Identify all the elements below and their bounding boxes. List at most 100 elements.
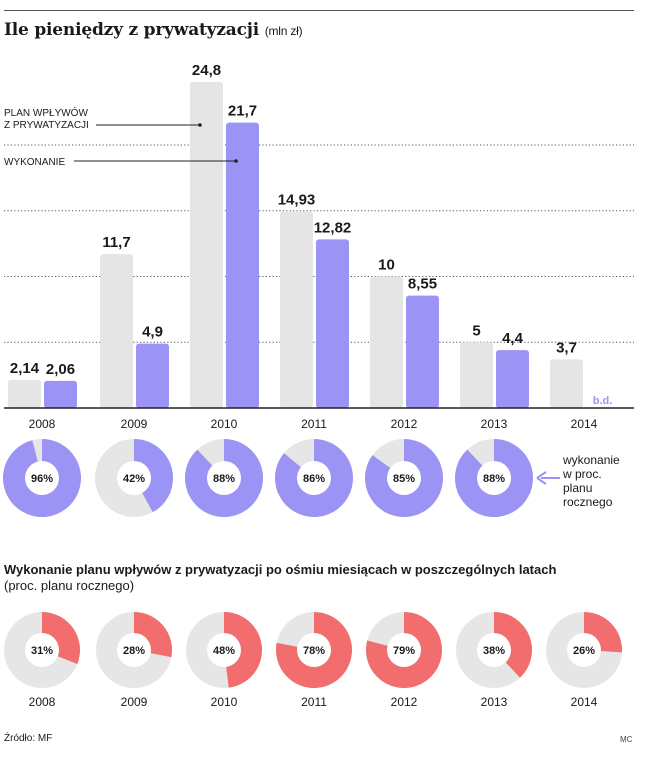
bar-execution-2008: [44, 380, 77, 408]
eight-month-donut-2011-label: 78%: [303, 645, 325, 657]
top-rule: [4, 10, 634, 11]
eight-month-year-label-2009: 2009: [121, 695, 148, 709]
execution-donut-2009-hole: [117, 461, 151, 495]
execution-donut-2013-hole: [477, 461, 511, 495]
main-title-text: Ile pieniędzy z prywatyzacji: [4, 20, 259, 40]
execution-donut-2008-label: 96%: [31, 473, 53, 485]
legend-execution-dot: [234, 159, 238, 163]
eight-month-donut-2014-label: 26%: [573, 645, 595, 657]
bar-plan-2013: [460, 342, 493, 408]
bar-execution-2013: [496, 350, 529, 408]
execution-donut-2011-hole: [297, 461, 331, 495]
bar-plan-2010: [190, 81, 223, 408]
execution-donut-2008: 96%: [2, 439, 82, 517]
eight-month-donut-2010-segment: [224, 612, 262, 688]
execution-donut-2010-hole: [207, 461, 241, 495]
bar-execution-label-2010: 21,7: [228, 103, 257, 120]
x-tick-label-2014: 2014: [571, 417, 598, 430]
execution-donut-2009-segment: [134, 439, 174, 513]
execution-donut-2013: 88%: [455, 439, 533, 517]
legend-plan-line-1: PLAN WPŁYWÓW: [4, 106, 88, 119]
bar-plan-2008: [8, 379, 41, 408]
main-title: Ile pieniędzy z prywatyzacji (mln zł): [4, 20, 303, 40]
eight-month-year-label-2012: 2012: [391, 695, 418, 709]
eight-month-donut-2010: 48%: [186, 612, 262, 688]
eight-month-donut-2009-label: 28%: [123, 645, 145, 657]
bar-plan-label-2010: 24,8: [192, 62, 221, 79]
legend-execution-label: WYKONANIE: [4, 157, 65, 168]
execution-donut-2012: 85%: [365, 439, 443, 517]
execution-donut-2009-label: 42%: [123, 473, 145, 485]
eight-month-donut-2011: 78%: [276, 612, 353, 688]
execution-donut-2011: 86%: [274, 439, 353, 517]
execution-donut-2011-label: 86%: [303, 473, 325, 485]
eight-month-donut-2012: 79%: [366, 612, 443, 688]
eight-month-donut-2008-hole: [25, 633, 59, 667]
eight-month-donut-2013-segment: [494, 612, 533, 678]
bar-plan-label-2013: 5: [472, 322, 480, 339]
execution-donut-2008-hole: [25, 461, 59, 495]
bar-execution-label-2013: 4,4: [502, 330, 524, 347]
execution-donut-2013-label: 88%: [483, 473, 505, 485]
bar-chart: 2,14 2,06 2008 11,7 4,9 2009 24,8 21,7 2010 14,93…: [4, 62, 634, 430]
bar-plan-label-2011: 14,93: [278, 192, 316, 209]
author-initials: MC: [620, 735, 633, 744]
bar-execution-label-2011: 12,82: [314, 219, 352, 236]
eight-month-donut-2013: 38%: [456, 612, 533, 688]
bar-plan-2011: [280, 211, 313, 408]
execution-donut-2009: 42%: [95, 439, 174, 517]
eight-month-title: Wykonanie planu wpływów z prywatyzacji p…: [4, 562, 564, 594]
bar-plan-label-2012: 10: [378, 257, 395, 274]
eight-month-donut-2009-hole: [117, 633, 151, 667]
execution-donut-2012-hole: [387, 461, 421, 495]
eight-month-donut-2014: 26%: [546, 612, 622, 688]
execution-note-line-3: planu: [563, 481, 592, 495]
bar-execution-label-2014: b.d.: [593, 395, 613, 407]
eight-month-title-text: Wykonanie planu wpływów z prywatyzacji p…: [4, 562, 557, 577]
eight-month-donut-2008-label: 31%: [31, 645, 53, 657]
eight-month-donut-2014-hole: [567, 633, 601, 667]
legend-plan-dot: [198, 123, 202, 127]
bar-plan-label-2008: 2,14: [10, 360, 40, 377]
bar-execution-label-2012: 8,55: [408, 276, 437, 293]
bar-execution-label-2009: 4,9: [142, 324, 163, 341]
eight-month-year-label-2011: 2011: [301, 695, 327, 709]
main-title-unit: (mln zł): [264, 24, 303, 38]
eight-month-donut-2013-hole: [477, 633, 511, 667]
execution-note-line-4: rocznego: [563, 495, 613, 509]
x-tick-label-2012: 2012: [391, 417, 418, 430]
execution-note-line-1: wykonanie: [562, 453, 620, 467]
bar-execution-2009: [136, 343, 169, 408]
eight-month-donut-2012-hole: [387, 633, 421, 667]
eight-month-year-label-2013: 2013: [481, 695, 508, 709]
eight-month-donut-2010-label: 48%: [213, 645, 235, 657]
eight-month-donut-2013-label: 38%: [483, 645, 505, 657]
eight-month-donut-2008: 31%: [4, 612, 80, 688]
eight-month-year-label-2010: 2010: [211, 695, 238, 709]
execution-arrow-head: [536, 471, 547, 485]
eight-month-year-label-2008: 2008: [29, 695, 56, 709]
eight-month-donut-2010-hole: [207, 633, 241, 667]
bar-plan-2014: [550, 359, 583, 408]
x-tick-label-2008: 2008: [29, 417, 56, 430]
eight-month-year-label-2014: 2014: [571, 695, 598, 709]
x-tick-label-2011: 2011: [301, 417, 327, 430]
eight-month-donut-row: 31% 2008 28% 2009 48% 2010 78% 2011 79% 2012 38% 20…: [4, 612, 622, 709]
x-tick-label-2009: 2009: [121, 417, 148, 430]
eight-month-donut-2011-hole: [297, 633, 331, 667]
execution-donut-2010-label: 88%: [213, 473, 235, 485]
execution-note-line-2: w proc.: [562, 467, 602, 481]
x-tick-label-2013: 2013: [481, 417, 508, 430]
execution-donut-2012-label: 85%: [393, 473, 415, 485]
bar-execution-2010: [226, 122, 259, 409]
bar-execution-2012: [406, 295, 439, 408]
eight-month-donut-2009: 28%: [96, 612, 172, 688]
bar-execution-2011: [316, 239, 349, 408]
bar-plan-2012: [370, 276, 403, 408]
x-tick-label-2010: 2010: [211, 417, 238, 430]
source-note: Źródło: MF: [4, 733, 53, 744]
eight-month-donut-2012-label: 79%: [393, 645, 415, 657]
execution-donut-2010: 88%: [185, 439, 263, 517]
